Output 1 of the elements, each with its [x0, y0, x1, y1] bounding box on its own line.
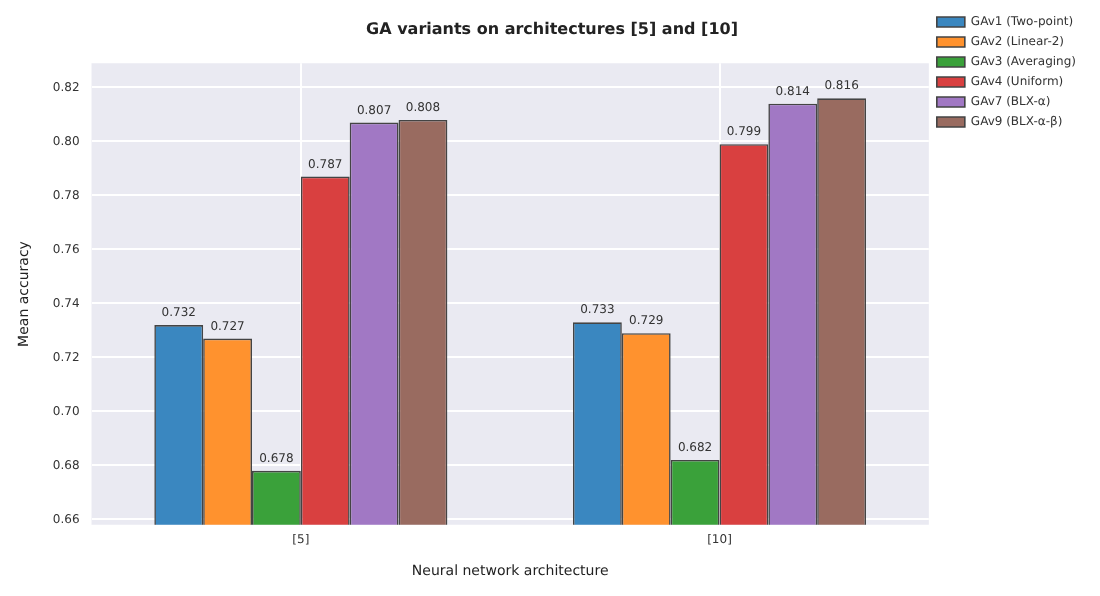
- chart-title: GA variants on architectures [5] and [10]: [366, 19, 738, 38]
